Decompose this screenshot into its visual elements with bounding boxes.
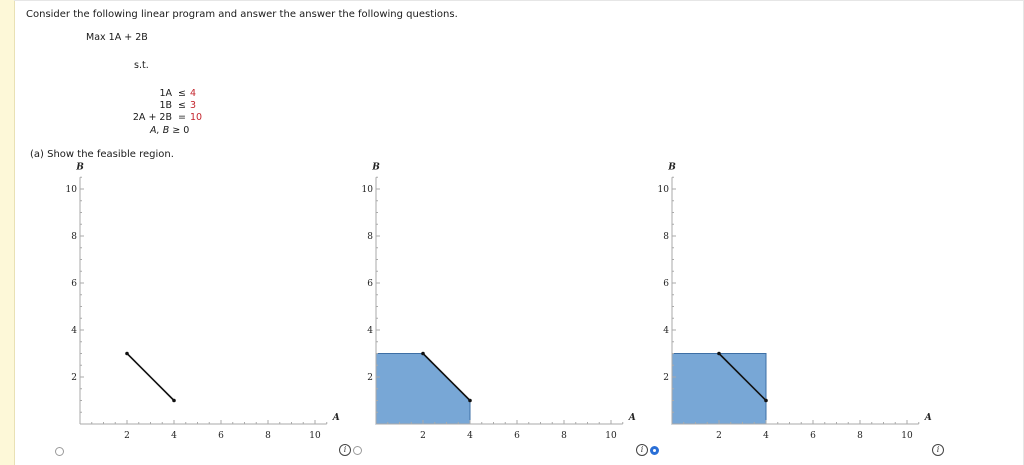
segment-endpoint [717,351,721,356]
graph-option-3[interactable]: 2 4 6 8 10 2 4 6 8 10 A B [630,162,932,450]
x-tick-label: 10 [309,431,321,441]
y-tick-label: 8 [71,232,77,242]
y-tick-label: 8 [367,232,373,242]
x-axis-label: A [332,413,340,423]
constraint-rhs: 4 [190,88,197,99]
y-tick-label: 10 [66,185,78,195]
x-axis-label: A [628,413,636,423]
y-tick-label: 4 [367,326,373,336]
y-tick-label: 2 [367,373,373,383]
y-axis-label: B [75,162,84,172]
x-tick-label: 6 [218,431,224,441]
nonneg-rhs: 0 [183,125,190,136]
x-tick-label: 10 [901,431,913,441]
feasible-region [671,353,767,425]
x-tick-label: 2 [124,431,130,441]
x-tick-label: 2 [716,431,722,441]
info-icon[interactable]: i [636,444,648,456]
segment-endpoint [172,398,176,403]
y-tick-label: 6 [367,279,373,289]
x-tick-label: 4 [467,431,473,441]
x-tick-label: 4 [171,431,177,441]
x-tick-label: 6 [810,431,816,441]
constraint-op: ≤ [178,88,186,99]
y-tick-label: 4 [71,326,77,336]
y-tick-label: 10 [362,185,374,195]
y-tick-label: 4 [663,326,669,336]
nonneg-op: ≥ [172,125,181,136]
y-tick-label: 6 [663,279,669,289]
constraint-op: ≤ [178,100,186,111]
y-tick-label: 2 [71,373,77,383]
x-axis-label: A [924,413,932,423]
part-a-prompt: (a) Show the feasible region. [30,149,174,160]
constraint-segment [422,352,471,402]
constraint-lhs: 2A + 2B [132,112,172,123]
x-tick-label: 6 [514,431,520,441]
constraint-op: = [178,112,186,123]
constraint-1: 1A ≤ 4 [150,88,230,100]
x-tick-label: 8 [561,431,567,441]
graph-option-2-radio[interactable] [353,446,362,455]
question-text: Consider the following linear program an… [26,9,458,20]
info-icon[interactable]: i [339,444,351,456]
segment-endpoint [125,351,129,356]
constraint-2: 1B ≤ 3 [150,100,230,112]
graph-option-2[interactable]: 2 4 6 8 10 2 4 6 8 10 A B [334,162,636,450]
constraint-lhs: 1B [159,100,172,111]
subject-to-label: s.t. [134,60,149,71]
y-tick-label: 8 [663,232,669,242]
x-tick-label: 2 [420,431,426,441]
y-tick-label: 6 [71,279,77,289]
objective-function: Max 1A + 2B [86,32,148,43]
constraint-rhs: 3 [190,100,197,111]
y-axis-label: B [667,162,676,172]
constraint-rhs: 10 [190,112,203,123]
constraint-segment [718,352,767,402]
nonnegativity-constraint: A, B ≥ 0 [150,125,189,136]
info-icon[interactable]: i [932,444,944,456]
constraint-3: 2A + 2B = 10 [133,112,230,124]
graph-option-1-radio[interactable] [55,447,64,456]
feasible-region [375,353,471,425]
left-accent-bar [0,0,15,465]
x-tick-label: 10 [605,431,617,441]
y-axis-label: B [371,162,380,172]
x-tick-label: 8 [857,431,863,441]
top-border [14,0,1024,1]
graph-option-1[interactable]: 2 4 6 8 10 2 4 6 8 10 A B [38,162,340,450]
y-tick-label: 10 [658,185,670,195]
segment-endpoint [764,398,768,403]
segment-endpoint [421,351,425,356]
segment-endpoint [468,398,472,403]
constraint-segment [126,352,175,402]
nonneg-vars: A, B [150,125,170,136]
graph-option-3-radio[interactable] [650,446,659,455]
x-tick-label: 4 [763,431,769,441]
x-tick-label: 8 [265,431,271,441]
y-tick-label: 2 [663,373,669,383]
constraint-lhs: 1A [159,88,172,99]
